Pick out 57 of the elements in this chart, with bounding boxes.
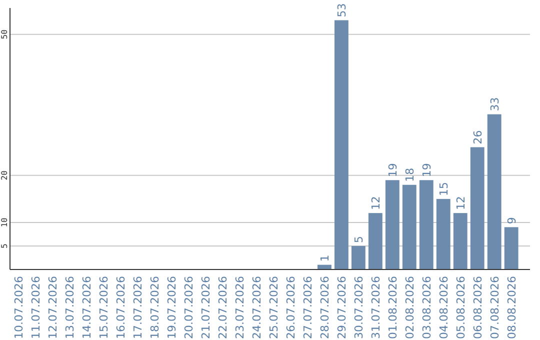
data-label: 15 [437,182,450,196]
x-tick-label: 23.07.2026 [234,276,247,339]
bar [385,180,400,270]
x-tick-label: 12.07.2026 [46,276,60,339]
x-tick-label: 11.07.2026 [30,276,43,339]
x-tick-label: 31.07.2026 [369,276,382,339]
bar [504,227,518,270]
x-tick-label: 14.07.2026 [80,276,94,339]
x-tick-label: 21.07.2026 [200,276,213,339]
bar [334,20,348,270]
y-tick-label: 50 [0,29,9,40]
bar [453,213,468,270]
data-label: 5 [352,236,366,243]
bar [419,180,434,270]
x-tick-label: 29.07.2026 [335,276,348,339]
y-tick-label: 20 [0,170,9,180]
data-label: 9 [505,217,518,224]
x-tick-label: 03.08.2026 [420,276,434,339]
x-tick-label: 19.07.2026 [166,276,179,339]
x-tick-label: 18.07.2026 [148,276,162,339]
x-tick-label: 01.08.2026 [386,276,400,339]
data-label: 26 [471,130,484,144]
y-tick-label: 10 [0,217,9,228]
x-tick-label: 25.07.2026 [267,276,280,339]
x-tick-label: 13.07.2026 [64,276,77,339]
data-label: 1 [318,254,332,262]
data-label: 53 [335,3,348,18]
x-tick-label: 30.07.2026 [352,276,366,339]
bar [351,246,366,270]
y-tick-label: 5 [0,243,9,248]
bar [368,213,382,270]
x-tick-label: 28.07.2026 [318,276,332,339]
x-tick-label: 22.07.2026 [216,276,230,339]
x-tick-label: 07.08.2026 [488,276,502,339]
x-tick-label: 20.07.2026 [182,276,196,339]
data-label: 12 [454,196,468,210]
bar [487,114,502,270]
x-tick-label: 08.08.2026 [505,276,518,339]
x-tick-label: 05.08.2026 [454,276,468,339]
data-label: 12 [369,196,382,210]
data-label: 18 [403,168,416,182]
x-tick-label: 27.07.2026 [301,276,314,339]
x-tick-label: 16.07.2026 [114,276,128,339]
x-tick-label: 02.08.2026 [403,276,416,339]
bar [436,198,450,270]
x-tick-label: 24.07.2026 [250,276,264,339]
x-tick-label: 26.07.2026 [284,276,298,339]
data-label: 33 [488,97,502,112]
x-tick-label: 15.07.2026 [98,276,111,339]
data-label: 19 [386,163,400,178]
bar [470,147,484,270]
bar [402,184,416,270]
x-tick-label: 10.07.2026 [12,276,26,339]
x-tick-label: 17.07.2026 [132,276,145,339]
x-tick-label: 04.08.2026 [437,276,450,339]
x-tick-label: 06.08.2026 [471,276,484,339]
data-label: 19 [420,163,434,178]
